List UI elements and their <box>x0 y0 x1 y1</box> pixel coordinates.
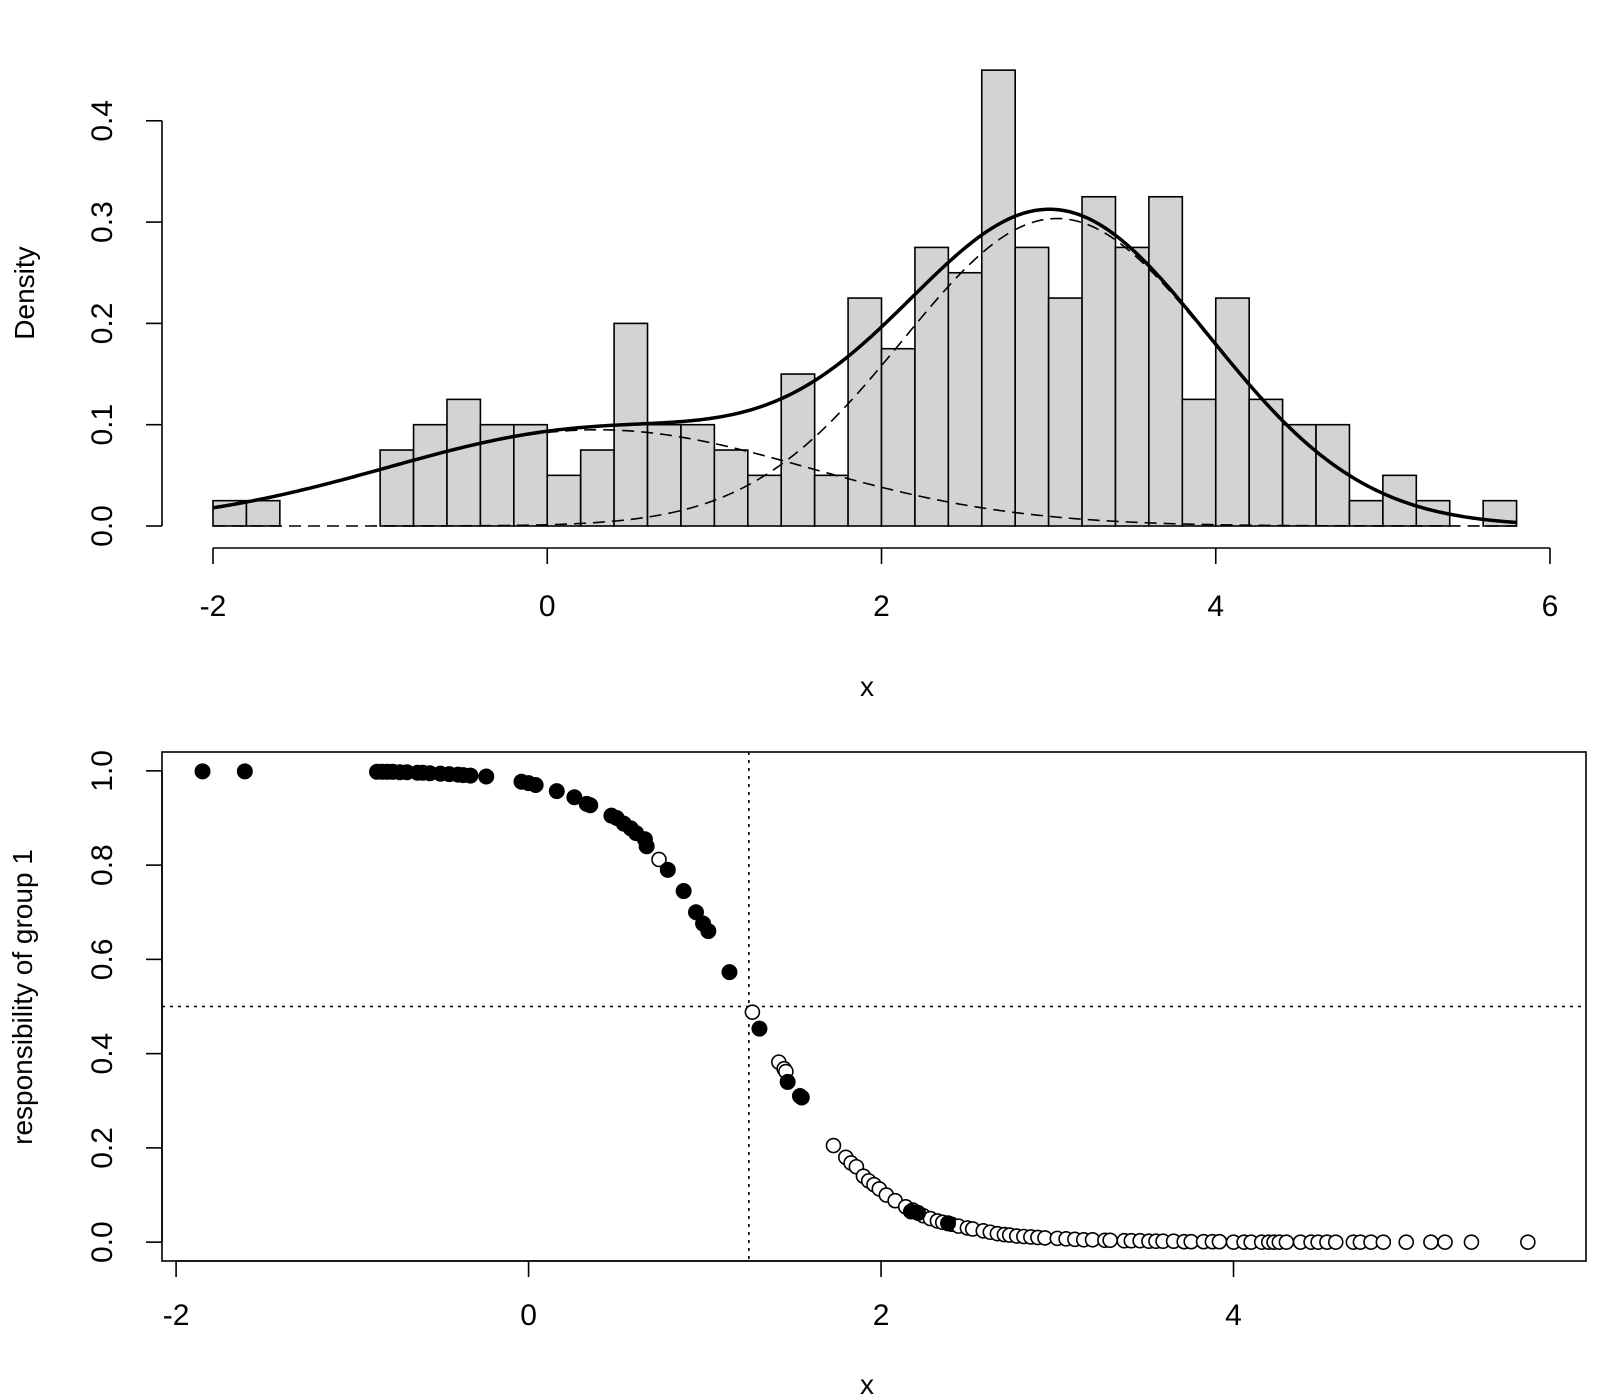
top-y-tick-label-1: 0.1 <box>86 404 119 446</box>
histogram-bar-20 <box>980 69 1017 527</box>
top-y-tick-label-2: 0.2 <box>86 303 119 345</box>
filled-point-30 <box>638 838 655 855</box>
histogram-bar-14 <box>780 373 816 527</box>
component-density-curve-2 <box>213 217 1517 527</box>
bottom-y-tick-label-3: 0.6 <box>86 939 119 981</box>
top-x-tick-label-3: 4 <box>1207 590 1224 623</box>
filled-point-42 <box>910 1204 927 1221</box>
filled-point-32 <box>675 883 692 900</box>
open-point-74 <box>1463 1234 1480 1250</box>
bottom-y-tick-label-2: 0.4 <box>86 1033 119 1075</box>
filled-point-19 <box>527 776 544 793</box>
histogram-bar-17 <box>880 347 916 527</box>
histogram-bar-31 <box>1348 499 1384 527</box>
histogram-bar-23 <box>1081 195 1117 527</box>
histogram-bar-24 <box>1114 246 1150 527</box>
top-x-tick-label-4: 6 <box>1542 590 1559 623</box>
top-x-tick-label-2: 2 <box>873 590 890 623</box>
bottom-x-tick-label-3: 4 <box>1225 1299 1242 1332</box>
bottom-y-tick-label-5: 1.0 <box>86 750 119 792</box>
open-point-0 <box>651 851 667 868</box>
bottom-y-tick-label-0: 0.0 <box>86 1221 119 1263</box>
top-x-axis-title: x <box>860 671 874 702</box>
histogram-panel: x Density -2 0 2 4 6 0.0 0.1 0.2 0.3 0.4 <box>9 69 1559 702</box>
open-point-73 <box>1437 1234 1453 1250</box>
histogram-bar-21 <box>1014 246 1050 527</box>
filled-point-43 <box>940 1215 957 1232</box>
histogram-bar-16 <box>847 297 883 527</box>
histogram-bar-10 <box>646 423 682 527</box>
component-density-curve-1 <box>212 428 1517 527</box>
top-x-tick-label-1: 0 <box>539 590 556 623</box>
filled-point-0 <box>194 763 211 780</box>
histogram-bar-19 <box>947 271 983 527</box>
top-y-tick-label-0: 0.0 <box>86 505 119 547</box>
open-point-72 <box>1423 1234 1439 1250</box>
top-y-tick-label-3: 0.3 <box>86 201 119 243</box>
histogram-bar-30 <box>1315 423 1351 527</box>
filled-point-23 <box>582 797 599 814</box>
top-y-axis-title: Density <box>9 246 40 339</box>
top-x-tick-label-0: -2 <box>200 590 227 623</box>
open-point-61 <box>1278 1234 1295 1250</box>
histogram-bar-15 <box>813 474 849 527</box>
top-y-tick-label-4: 0.4 <box>86 100 119 142</box>
histogram-bar-8 <box>579 449 615 527</box>
filled-point-1 <box>236 763 253 780</box>
open-point-75 <box>1520 1234 1536 1250</box>
histogram-bar-27 <box>1214 297 1250 527</box>
open-point-53 <box>1211 1233 1228 1250</box>
histogram-bar-13 <box>746 474 783 527</box>
bottom-y-axis-title: responsibility of group 1 <box>7 849 38 1145</box>
open-point-70 <box>1375 1234 1392 1250</box>
bottom-x-tick-label-1: 0 <box>520 1299 537 1332</box>
histogram-bar-29 <box>1281 423 1317 527</box>
histogram-bar-26 <box>1181 398 1217 527</box>
filled-point-31 <box>659 861 676 878</box>
open-point-1 <box>744 1004 761 1020</box>
bottom-y-tick-label-4: 0.8 <box>86 844 119 886</box>
bottom-y-tick-label-1: 0.2 <box>86 1127 119 1169</box>
filled-point-40 <box>793 1089 810 1106</box>
open-point-5 <box>825 1137 842 1154</box>
filled-point-16 <box>478 768 495 785</box>
histogram-bar-1 <box>245 499 281 527</box>
responsibility-panel: x responsibility of group 1 -2 0 2 4 0.0 0.2 0… <box>7 750 1587 1400</box>
histogram-bar-22 <box>1047 297 1083 527</box>
filled-point-15 <box>462 767 479 784</box>
filled-point-36 <box>721 964 738 981</box>
open-point-66 <box>1327 1234 1344 1250</box>
histogram-bar-25 <box>1148 195 1184 527</box>
mixture-density-curve <box>212 207 1517 525</box>
bottom-x-tick-label-2: 2 <box>873 1299 890 1332</box>
histogram-bar-4 <box>446 398 482 527</box>
filled-point-38 <box>779 1073 796 1090</box>
bottom-x-axis-title: x <box>860 1369 874 1400</box>
filled-point-20 <box>548 783 565 800</box>
histogram-bar-18 <box>914 246 950 527</box>
histogram-bar-6 <box>513 423 549 527</box>
open-point-71 <box>1398 1234 1415 1250</box>
filled-point-33 <box>688 904 704 921</box>
filled-point-37 <box>751 1020 768 1037</box>
bottom-x-tick-label-0: -2 <box>163 1299 190 1332</box>
histogram-bar-7 <box>546 474 582 527</box>
open-point-41 <box>1102 1232 1118 1249</box>
filled-point-21 <box>566 789 583 806</box>
filled-point-35 <box>700 923 717 940</box>
histogram-bar-28 <box>1248 398 1284 527</box>
histogram-bar-3 <box>412 423 448 527</box>
